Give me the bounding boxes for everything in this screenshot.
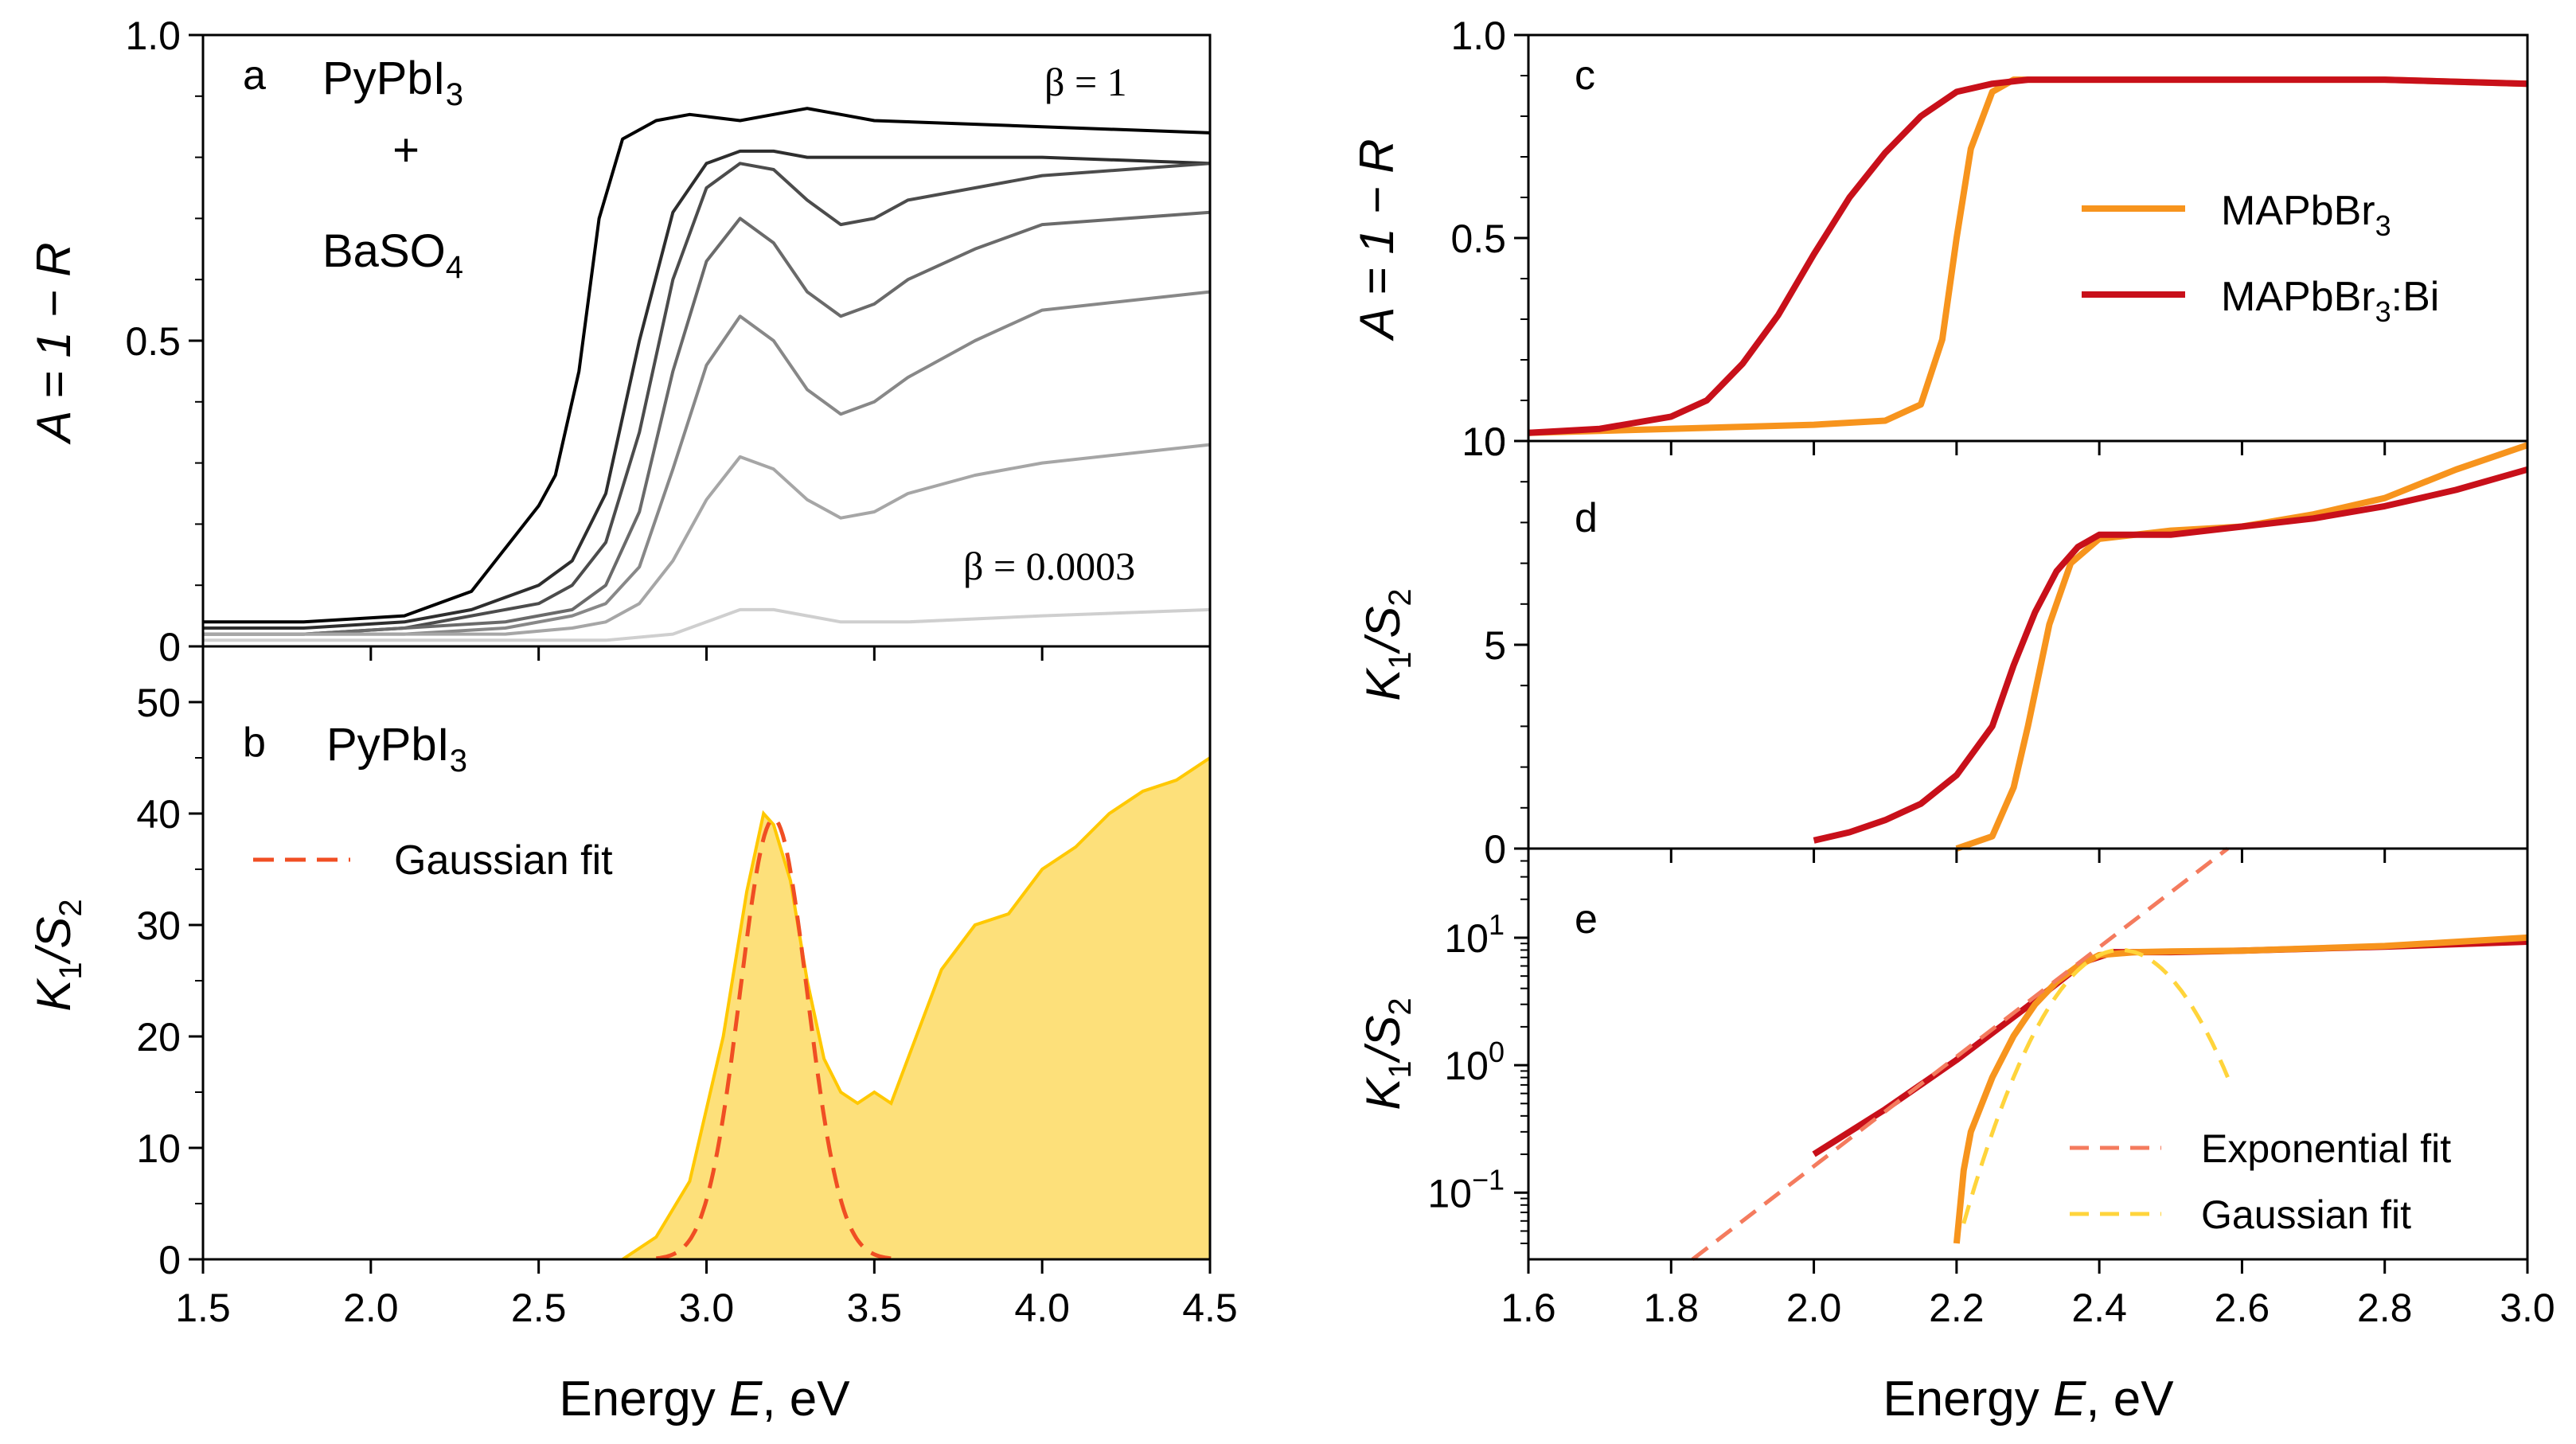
panel-d-ylabel: K1/S2: [1356, 588, 1418, 701]
x-tick-label: 2.6: [2215, 1286, 2270, 1330]
legend-e-gaussian-label: Gaussian fit: [2201, 1192, 2411, 1237]
panel-b-gaussian-fit: [656, 817, 902, 1262]
panel-c-label: c: [1575, 53, 1595, 99]
legend-c-mapbbr3bi-label: MAPbBr3:Bi: [2221, 274, 2439, 328]
panel-a-ylabel: A = 1 − R: [27, 242, 80, 444]
panel-c-ylabel: A = 1 − R: [1350, 139, 1403, 341]
y-tick-label: 10: [1462, 420, 1506, 464]
x-tick-label: 2.4: [2071, 1286, 2127, 1330]
y-tick-label: 0.5: [125, 319, 181, 364]
x-tick-label: 1.8: [1644, 1286, 1700, 1330]
legend-b-gaussian-label: Gaussian fit: [394, 837, 613, 884]
panel-b-ylabel: K1/S2: [27, 899, 88, 1011]
y-tick-label: 0: [158, 625, 181, 669]
panel-b-label: b: [243, 720, 266, 766]
panel-c-series-MAPbBr3:Bi: [1528, 76, 2528, 436]
y-tick-label: 101: [1444, 908, 1505, 961]
panel-d-series-MAPbBr3:Bi: [1813, 466, 2529, 844]
x-tick-label: 2.0: [343, 1286, 399, 1330]
panel-b: 0 10 20 30 40 50 1.5 2.0 2.5 3.0 3.5 4.0 4.5 b K1/S…: [27, 645, 1238, 1426]
panel-a-series-3: [203, 162, 1211, 636]
x-tick-label: 1.5: [175, 1286, 231, 1330]
y-tick-label: 10−1: [1427, 1163, 1505, 1216]
y-tick-label: 10: [136, 1126, 181, 1171]
y-tick-label: 1.0: [1450, 14, 1506, 58]
legend-c-mapbbr3-label: MAPbBr3: [2221, 188, 2391, 242]
panel-a-title-line2: BaSO4: [322, 225, 463, 285]
x-tick-label: 2.8: [2357, 1286, 2413, 1330]
panel-d: 0 5 10 d K1/S2: [1356, 420, 2529, 872]
y-tick-label: 5: [1484, 623, 1506, 668]
beta-high-label: β = 1: [1044, 60, 1127, 104]
panel-c: 10 0.5 1.0 c A = 1 − R MAPbBr3 MAPbBr3:Bi: [1350, 14, 2529, 464]
x-tick-label: 2.5: [511, 1286, 567, 1330]
panel-d-label: d: [1575, 495, 1598, 541]
panel-d-series-MAPbBr3: [1955, 442, 2529, 852]
x-tick-label: 2.2: [1929, 1286, 1985, 1330]
x-tick-label: 4.0: [1014, 1286, 1070, 1330]
panel-e-gaussian-fit: [1961, 948, 2230, 1224]
x-tick-label: 4.5: [1182, 1286, 1238, 1330]
panel-b-title: PyPbI3: [326, 719, 467, 779]
y-tick-label: 10: [1462, 420, 1506, 464]
y-tick-label: 1.0: [125, 14, 181, 58]
panel-a-series-5: [203, 290, 1211, 636]
panel-e-xlabel: Energy E, eV: [1883, 1372, 2174, 1426]
x-tick-label: 2.0: [1786, 1286, 1842, 1330]
y-tick-label: 0.5: [1450, 217, 1506, 261]
y-tick-label: 0: [158, 1238, 181, 1282]
panel-b-area: [623, 758, 1210, 1259]
panel-a-series-1: [203, 107, 1211, 624]
x-tick-label: 3.0: [679, 1286, 735, 1330]
y-tick-label: 50: [136, 681, 181, 725]
panel-a-series-4: [203, 210, 1211, 636]
panel-e-exponential-fit: [1691, 847, 2230, 1261]
x-tick-label: 1.6: [1501, 1286, 1556, 1330]
y-tick-label: 0: [1484, 827, 1506, 872]
x-tick-label: 3.0: [2500, 1286, 2555, 1330]
panel-b-xlabel: Energy E, eV: [559, 1372, 850, 1426]
panel-a-plus: +: [392, 124, 420, 176]
beta-low-label: β = 0.0003: [963, 544, 1135, 588]
panel-e: 10−1 100 101 1.6 1.8 2.0 2.2 2.4 2.6 2.8 3.0 e K1…: [1356, 847, 2555, 1426]
y-tick-label: 40: [136, 792, 181, 837]
panel-a-series-2: [203, 149, 1211, 630]
y-tick-label: 20: [136, 1015, 181, 1060]
legend-e-exponential-label: Exponential fit: [2201, 1126, 2451, 1171]
panel-a-series-6: [203, 443, 1211, 636]
panel-a-title-line1: PyPbI3: [322, 53, 463, 112]
panel-a-series-7: [203, 607, 1211, 642]
panel-e-label: e: [1575, 896, 1598, 943]
panel-e-ylabel: K1/S2: [1356, 997, 1418, 1110]
x-tick-label: 3.5: [847, 1286, 903, 1330]
panel-b-data-line: [621, 756, 1212, 1261]
y-tick-label: 100: [1444, 1036, 1505, 1088]
y-tick-label: 30: [136, 903, 181, 948]
panel-a-label: a: [243, 53, 266, 99]
